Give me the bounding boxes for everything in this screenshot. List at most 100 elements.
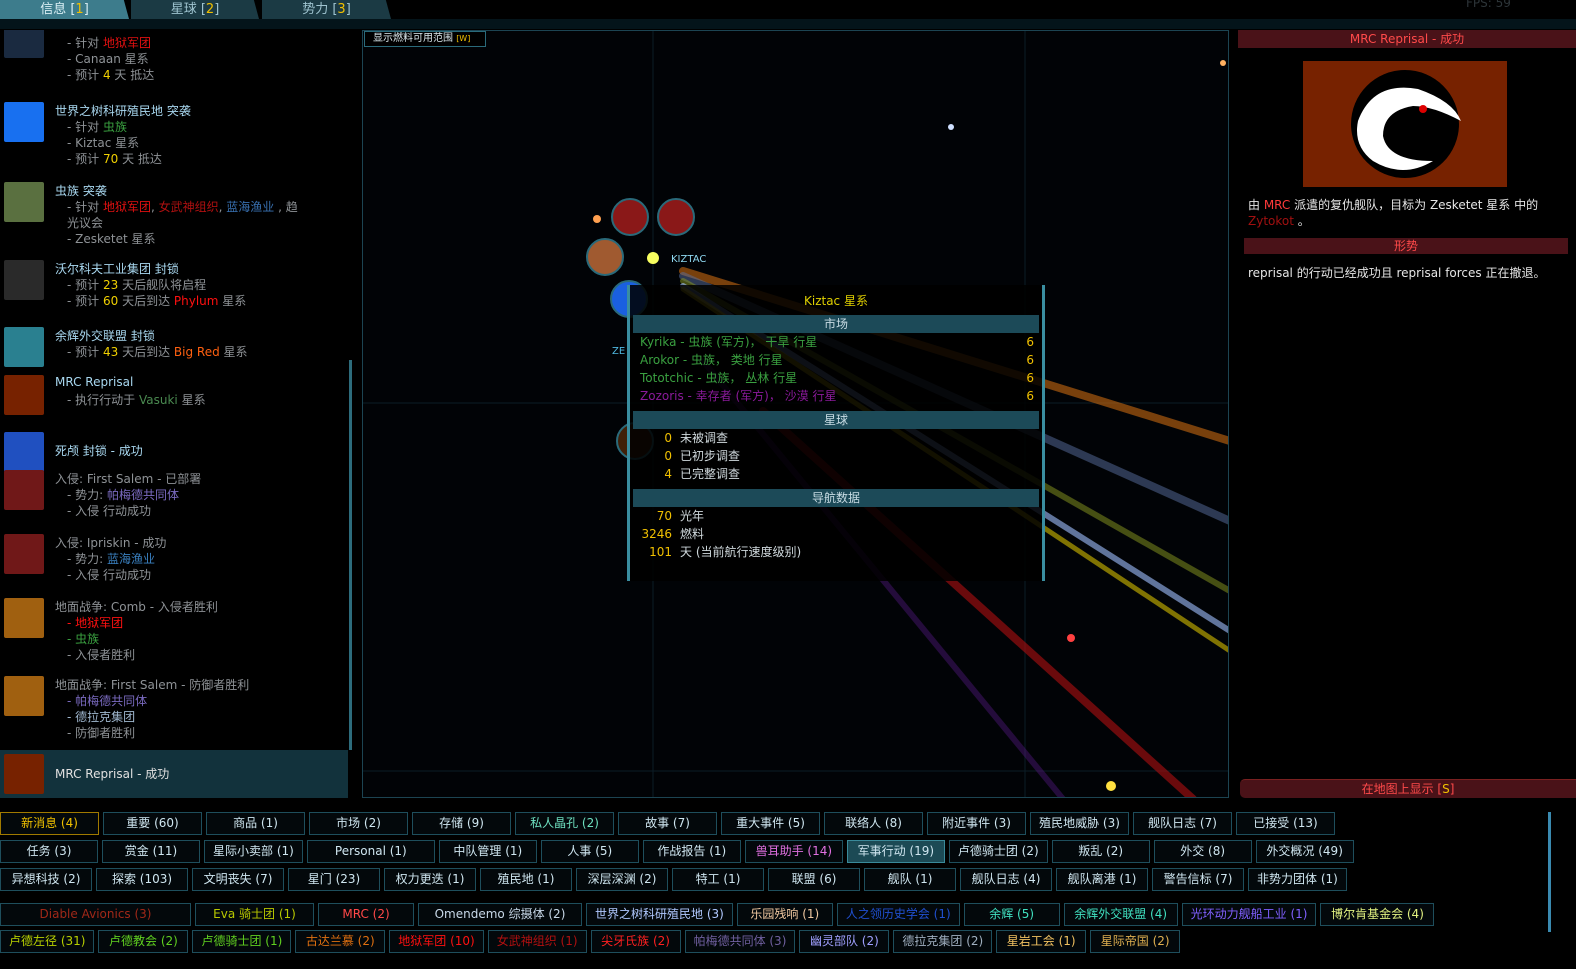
- filter-button[interactable]: 光环动力舰船工业 (1): [1181, 903, 1317, 926]
- filter-button[interactable]: 帕梅德共同体 (3): [684, 930, 796, 953]
- filter-button[interactable]: 兽耳助手 (14): [744, 840, 843, 863]
- filter-button[interactable]: 任务 (3): [0, 840, 98, 863]
- filter-button[interactable]: 世界之树科研殖民地 (3): [586, 903, 733, 926]
- filter-button[interactable]: Eva 骑士团 (1): [195, 903, 314, 926]
- system-label-kiztac[interactable]: KIZTAC: [671, 254, 706, 265]
- filter-button[interactable]: 女武神组织 (1): [487, 930, 587, 953]
- show-fuel-range-button[interactable]: 显示燃料可用范围 [W]: [364, 31, 486, 47]
- filter-button[interactable]: Omendemo 综摄体 (2): [418, 903, 582, 926]
- planets-header: 星球: [633, 411, 1039, 429]
- filter-button[interactable]: 德拉克集团 (2): [893, 930, 993, 953]
- intel-item[interactable]: MRC Reprisal - 执行行动于 Vasuki 星系: [0, 373, 348, 443]
- highlight-text: 蓝海渔业: [107, 552, 156, 566]
- target-link[interactable]: Zytokot: [1248, 214, 1294, 228]
- filter-button[interactable]: 探索 (103): [96, 868, 188, 891]
- filter-button[interactable]: 舰队日志 (4): [960, 868, 1052, 891]
- filter-button[interactable]: 重大事件 (5): [721, 812, 820, 835]
- filter-button[interactable]: 余辉外交联盟 (4): [1063, 903, 1178, 926]
- show-on-map-button[interactable]: 在地图上显示 [S]: [1240, 779, 1576, 798]
- filter-button[interactable]: Diable Avionics (3): [0, 903, 191, 926]
- intel-item-detail: - 虫族: [67, 630, 99, 647]
- filter-button[interactable]: 余辉 (5): [963, 903, 1060, 926]
- filter-button[interactable]: 私人晶孔 (2): [515, 812, 614, 835]
- filter-button[interactable]: 商品 (1): [206, 812, 305, 835]
- filter-button[interactable]: 古达兰慕 (2): [295, 930, 386, 953]
- intel-item[interactable]: 地面战争: Comb - 入侵者胜利 - 地狱军团 - 虫族 - 入侵者胜利: [0, 596, 348, 666]
- filter-button[interactable]: 星门 (23): [288, 868, 380, 891]
- filter-button[interactable]: 异想科技 (2): [0, 868, 92, 891]
- filter-button[interactable]: 卢德教会 (2): [98, 930, 189, 953]
- filter-button[interactable]: 已接受 (13): [1236, 812, 1335, 835]
- filter-button[interactable]: 中队管理 (1): [438, 840, 537, 863]
- filter-button[interactable]: 星际帝国 (2): [1090, 930, 1181, 953]
- intel-list-scrollbar[interactable]: [349, 360, 352, 750]
- filter-button[interactable]: 尖牙氏族 (2): [590, 930, 681, 953]
- tab-intel[interactable]: 信息 [1]: [0, 0, 129, 19]
- filter-button[interactable]: 重要 (60): [103, 812, 202, 835]
- detail-text: 天后到达: [118, 345, 174, 359]
- filter-button[interactable]: 非势力团体 (1): [1248, 868, 1347, 891]
- intel-item[interactable]: 余辉外交联盟 封锁 - 预计 43 天后到达 Big Red 星系: [0, 325, 348, 395]
- highlight-text: 蓝海渔业: [226, 200, 275, 214]
- filter-button[interactable]: 卢德骑士团 (2): [948, 840, 1048, 863]
- intel-item-detail: - 针对 地狱军团: [67, 34, 151, 51]
- hive-faction-icon: [4, 182, 44, 222]
- filter-button[interactable]: 联盟 (6): [768, 868, 860, 891]
- intel-item[interactable]: 地面战争: First Salem - 防御者胜利 - 帕梅德共同体 - 德拉克集团…: [0, 674, 348, 744]
- filter-button[interactable]: 权力更迭 (1): [384, 868, 476, 891]
- filter-button[interactable]: 地狱军团 (10): [389, 930, 484, 953]
- filter-button[interactable]: 附近事件 (3): [927, 812, 1026, 835]
- filter-button[interactable]: 市场 (2): [309, 812, 408, 835]
- filter-button[interactable]: 警告信标 (7): [1152, 868, 1244, 891]
- filter-button[interactable]: 星际小卖部 (1): [204, 840, 303, 863]
- intel-item[interactable]: 入侵: Ipriskin - 成功 - 势力: 蓝海渔业 - 入侵 行动成功: [0, 532, 348, 602]
- filter-button[interactable]: 人之领历史学会 (1): [836, 903, 960, 926]
- intel-item[interactable]: 世界之树科研殖民地 突袭 - 针对 虫族 - Kiztac 星系 - 预计 70 天 …: [0, 100, 348, 170]
- filter-button[interactable]: 特工 (1): [672, 868, 764, 891]
- filter-button[interactable]: 卢德左径 (31): [0, 930, 95, 953]
- filter-button[interactable]: 军事行动 (19): [846, 840, 945, 863]
- filter-button[interactable]: 博尔肯基金会 (4): [1320, 903, 1435, 926]
- highlight-text: - 地狱军团: [67, 616, 124, 630]
- filter-button[interactable]: MRC (2): [318, 903, 414, 926]
- intel-item[interactable]: - 针对 地狱军团 - Canaan 星系 - 预计 4 天 抵达: [0, 30, 348, 86]
- filter-button[interactable]: 存储 (9): [412, 812, 511, 835]
- system-label-zesketet[interactable]: ZE: [612, 346, 625, 357]
- filter-button[interactable]: 赏金 (11): [102, 840, 200, 863]
- filter-button[interactable]: 外交概况 (49): [1255, 840, 1354, 863]
- filter-button[interactable]: 舰队 (1): [864, 868, 956, 891]
- filter-button[interactable]: 深层深渊 (2): [576, 868, 668, 891]
- detail-text: - 针对: [67, 36, 103, 50]
- nav-header: 导航数据: [633, 489, 1039, 507]
- intel-item[interactable]: 入侵: First Salem - 已部署 - 势力: 帕梅德共同体 - 入侵 行动…: [0, 468, 348, 538]
- filter-button[interactable]: 殖民地威胁 (3): [1030, 812, 1129, 835]
- planets-row: 0 未被调查: [630, 429, 1042, 447]
- filter-button[interactable]: 卢德骑士团 (1): [192, 930, 292, 953]
- filter-button[interactable]: 舰队日志 (7): [1133, 812, 1232, 835]
- filter-button[interactable]: 星岩工会 (1): [996, 930, 1087, 953]
- intel-item-title: 世界之树科研殖民地 突袭: [55, 104, 191, 118]
- filter-button[interactable]: 幽灵部队 (2): [799, 930, 890, 953]
- filter-button[interactable]: 文明丧失 (7): [192, 868, 284, 891]
- intel-item[interactable]: 死颅 封锁 - 成功: [0, 430, 348, 500]
- filter-button[interactable]: 故事 (7): [618, 812, 717, 835]
- filter-button[interactable]: 人事 (5): [540, 840, 639, 863]
- tab-planets[interactable]: 星球 [2]: [131, 0, 259, 19]
- intel-item-detail: - 防御者胜利: [67, 724, 135, 741]
- filter-scrollbar[interactable]: [1548, 812, 1551, 932]
- filter-button[interactable]: 乐园残响 (1): [736, 903, 833, 926]
- filter-button[interactable]: Personal (1): [306, 840, 435, 863]
- filter-button[interactable]: 叛乱 (2): [1051, 840, 1150, 863]
- tab-factions[interactable]: 势力 [3]: [262, 0, 391, 19]
- intel-item[interactable]: 沃尔科夫工业集团 封锁 - 预计 23 天后舰队将启程 - 预计 60 天后到达 P…: [0, 258, 348, 328]
- faction-link[interactable]: MRC: [1263, 198, 1291, 212]
- filter-button[interactable]: 外交 (8): [1153, 840, 1252, 863]
- intel-item[interactable]: 虫族 突袭 - 针对 地狱军团, 女武神组织, 蓝海渔业 , 趋 光议会 - Zes…: [0, 180, 348, 250]
- filter-button[interactable]: 舰队离港 (1): [1056, 868, 1148, 891]
- detail-text: 光议会: [67, 216, 104, 230]
- filter-button[interactable]: 新消息 (4): [0, 812, 99, 835]
- intel-item[interactable]: MRC Reprisal - 成功: [0, 750, 348, 798]
- filter-button[interactable]: 联络人 (8): [824, 812, 923, 835]
- filter-button[interactable]: 作战报告 (1): [642, 840, 741, 863]
- filter-button[interactable]: 殖民地 (1): [480, 868, 572, 891]
